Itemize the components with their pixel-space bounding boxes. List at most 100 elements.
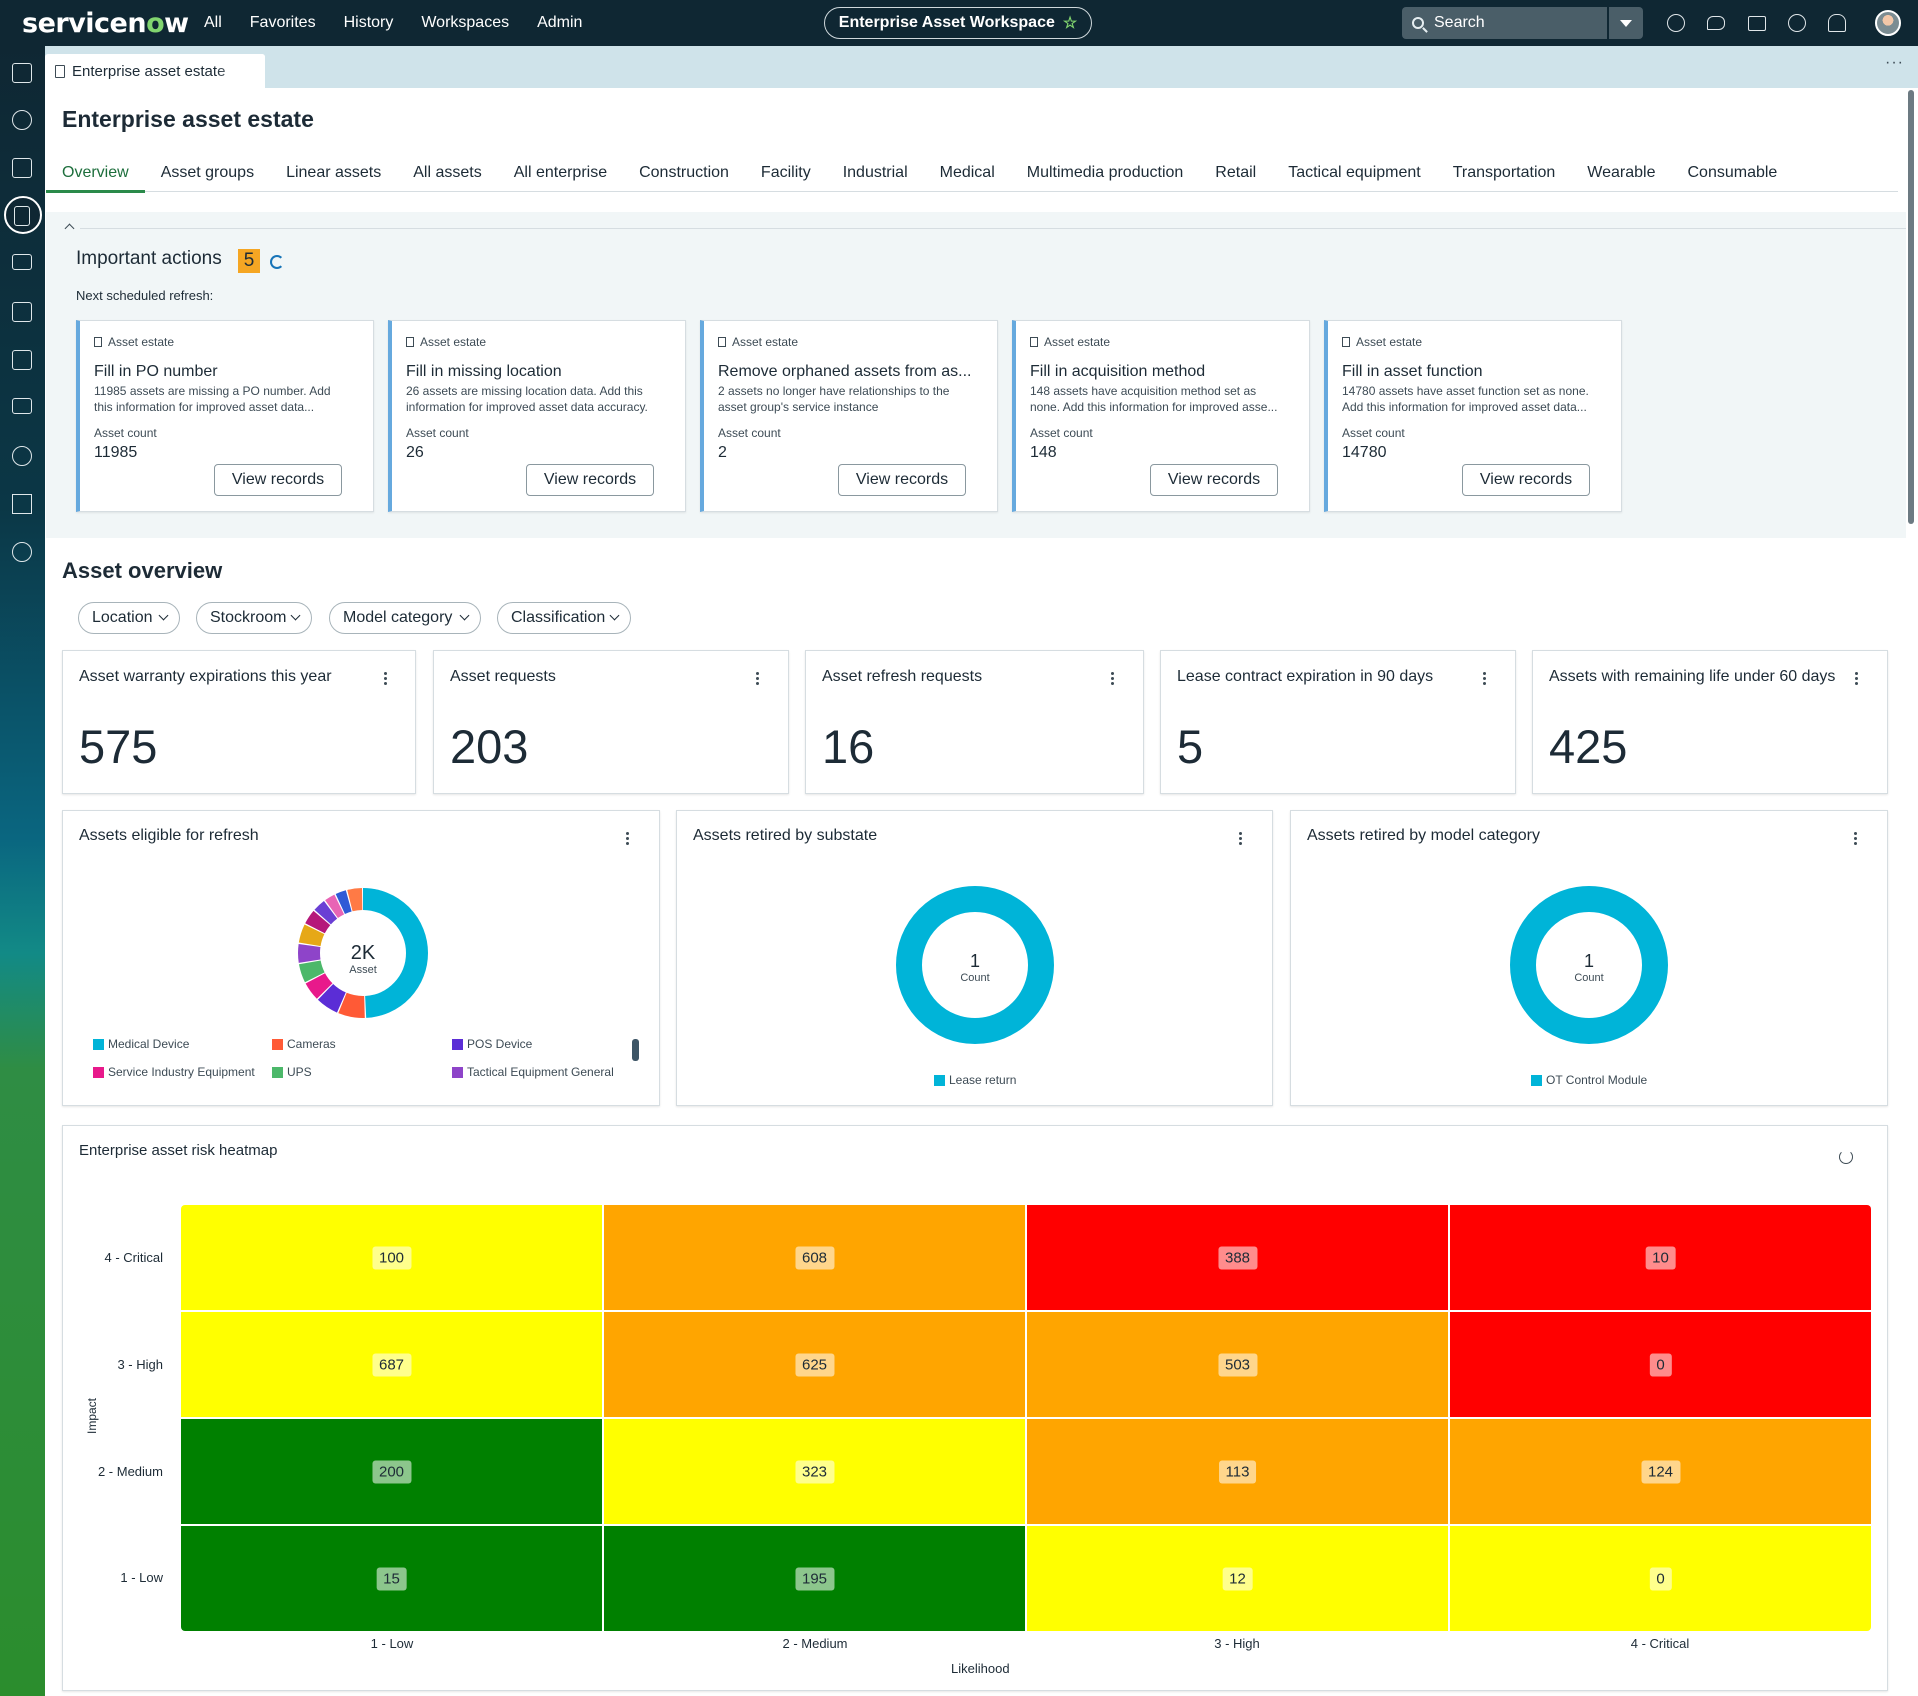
- heatmap-cell[interactable]: 388: [1027, 1205, 1448, 1310]
- building-icon[interactable]: [12, 158, 32, 178]
- more-vertical-icon[interactable]: [1854, 832, 1858, 846]
- donut-slice[interactable]: [298, 888, 428, 1018]
- donut-chart[interactable]: 1 Count: [895, 885, 1055, 1045]
- tab-transportation[interactable]: Transportation: [1452, 164, 1556, 181]
- heatmap-cell[interactable]: 15: [181, 1526, 602, 1631]
- vertical-scrollbar[interactable]: [1908, 90, 1914, 524]
- refresh-icon[interactable]: [270, 255, 284, 269]
- view-records-button[interactable]: View records: [1462, 464, 1590, 496]
- kpi-card-refresh-requests[interactable]: Asset refresh requests 16: [805, 650, 1144, 794]
- legend-item[interactable]: Medical Device: [93, 1037, 189, 1051]
- contract-icon[interactable]: [12, 302, 32, 322]
- heatmap-cell[interactable]: 608: [604, 1205, 1025, 1310]
- star-icon[interactable]: ☆: [1062, 15, 1078, 32]
- donut-slice-lease-return[interactable]: [896, 886, 1054, 1044]
- tab-overview[interactable]: Overview: [46, 158, 145, 193]
- donut-slice[interactable]: [298, 888, 428, 1018]
- servicenow-logo[interactable]: servicenow: [22, 8, 192, 39]
- nav-history[interactable]: History: [343, 14, 394, 31]
- legend-item[interactable]: Service Industry Equipment: [93, 1065, 255, 1079]
- nav-all[interactable]: All: [204, 14, 222, 31]
- donut-chart[interactable]: 2K Asset: [293, 883, 433, 1023]
- heatmap-cell[interactable]: 687: [181, 1312, 602, 1417]
- tab-all-assets[interactable]: All assets: [413, 164, 482, 181]
- search-input[interactable]: Search: [1402, 7, 1607, 39]
- heatmap-cell[interactable]: 323: [604, 1419, 1025, 1524]
- heatmap-cell[interactable]: 10: [1450, 1205, 1871, 1310]
- heatmap-cell[interactable]: 0: [1450, 1312, 1871, 1417]
- view-records-button[interactable]: View records: [838, 464, 966, 496]
- globe-icon[interactable]: [1667, 14, 1685, 32]
- more-vertical-icon[interactable]: [384, 672, 388, 686]
- tab-multimedia-production[interactable]: Multimedia production: [1026, 164, 1184, 181]
- tab-retail[interactable]: Retail: [1215, 164, 1257, 181]
- legend-item[interactable]: OT Control Module: [1531, 1073, 1647, 1087]
- more-vertical-icon[interactable]: [626, 832, 630, 846]
- tab-tactical-equipment[interactable]: Tactical equipment: [1288, 164, 1421, 181]
- legend-item[interactable]: Tactical Equipment General: [452, 1065, 614, 1079]
- heatmap-cell[interactable]: 124: [1450, 1419, 1871, 1524]
- filter-stockroom[interactable]: Stockroom: [196, 602, 312, 634]
- tab-consumable[interactable]: Consumable: [1687, 164, 1778, 181]
- filter-classification[interactable]: Classification: [497, 602, 631, 634]
- legend-item[interactable]: UPS: [272, 1065, 312, 1079]
- heatmap-cell[interactable]: 12: [1027, 1526, 1448, 1631]
- nav-workspaces[interactable]: Workspaces: [421, 14, 510, 31]
- bell-icon[interactable]: [1828, 14, 1846, 32]
- donut-chart[interactable]: 1 Count: [1509, 885, 1669, 1045]
- kpi-card-asset-requests[interactable]: Asset requests 203: [433, 650, 789, 794]
- tab-asset-groups[interactable]: Asset groups: [160, 164, 255, 181]
- tab-industrial[interactable]: Industrial: [842, 164, 908, 181]
- transfer-icon[interactable]: [12, 494, 32, 514]
- help-icon[interactable]: [1788, 14, 1806, 32]
- heatmap-cell[interactable]: 195: [604, 1526, 1025, 1631]
- tab-wearable[interactable]: Wearable: [1587, 164, 1656, 181]
- tab-all-enterprise[interactable]: All enterprise: [513, 164, 608, 181]
- more-vertical-icon[interactable]: [1111, 672, 1115, 686]
- kpi-card-warranty-expirations[interactable]: Asset warranty expirations this year 575: [62, 650, 416, 794]
- tab-construction[interactable]: Construction: [639, 164, 729, 181]
- donut-slice-ot-control-module[interactable]: [1510, 886, 1668, 1044]
- heatmap-cell[interactable]: 100: [181, 1205, 602, 1310]
- more-vertical-icon[interactable]: [1483, 672, 1487, 686]
- search-scope-dropdown[interactable]: [1609, 7, 1643, 39]
- filter-location[interactable]: Location: [78, 602, 180, 634]
- tab-facility[interactable]: Facility: [760, 164, 811, 181]
- home-icon[interactable]: [12, 63, 32, 83]
- inbox-icon[interactable]: [1748, 16, 1766, 31]
- heatmap-cell[interactable]: 625: [604, 1312, 1025, 1417]
- settings-icon[interactable]: [12, 542, 32, 562]
- more-vertical-icon[interactable]: [1855, 672, 1859, 686]
- tab-medical[interactable]: Medical: [939, 164, 995, 181]
- list-icon[interactable]: [12, 398, 32, 414]
- collapse-chevron-icon[interactable]: [64, 221, 76, 233]
- nav-favorites[interactable]: Favorites: [249, 14, 316, 31]
- legend-item[interactable]: POS Device: [452, 1037, 532, 1051]
- chat-icon[interactable]: [1707, 16, 1725, 30]
- kpi-card-remaining-life[interactable]: Assets with remaining life under 60 days…: [1532, 650, 1888, 794]
- dashboard-icon[interactable]: [12, 110, 32, 130]
- book-icon[interactable]: [12, 350, 32, 370]
- tab-linear-assets[interactable]: Linear assets: [286, 164, 382, 181]
- workspace-pill[interactable]: Enterprise Asset Workspace ☆: [824, 7, 1092, 39]
- legend-item[interactable]: Lease return: [934, 1073, 1016, 1087]
- heatmap-cell[interactable]: 113: [1027, 1419, 1448, 1524]
- donut-slice[interactable]: [298, 888, 428, 1018]
- more-vertical-icon[interactable]: [756, 672, 760, 686]
- tab-enterprise-asset-estate[interactable]: Enterprise asset estate: [45, 54, 265, 88]
- heatmap-cell[interactable]: 0: [1450, 1526, 1871, 1631]
- refresh-icon[interactable]: [1839, 1150, 1853, 1164]
- clipboard-icon[interactable]: [14, 206, 30, 226]
- heatmap-cell[interactable]: 200: [181, 1419, 602, 1524]
- more-vertical-icon[interactable]: [1239, 832, 1243, 846]
- active-rail-item[interactable]: [4, 196, 42, 234]
- kpi-card-lease-expiration[interactable]: Lease contract expiration in 90 days 5: [1160, 650, 1516, 794]
- donut-slices[interactable]: [298, 888, 428, 1018]
- more-options-icon[interactable]: ···: [1885, 54, 1904, 71]
- filter-model-category[interactable]: Model category: [329, 602, 481, 634]
- view-records-button[interactable]: View records: [526, 464, 654, 496]
- heatmap-cell[interactable]: 503: [1027, 1312, 1448, 1417]
- wrench-icon[interactable]: [12, 446, 32, 466]
- view-records-button[interactable]: View records: [1150, 464, 1278, 496]
- view-records-button[interactable]: View records: [214, 464, 342, 496]
